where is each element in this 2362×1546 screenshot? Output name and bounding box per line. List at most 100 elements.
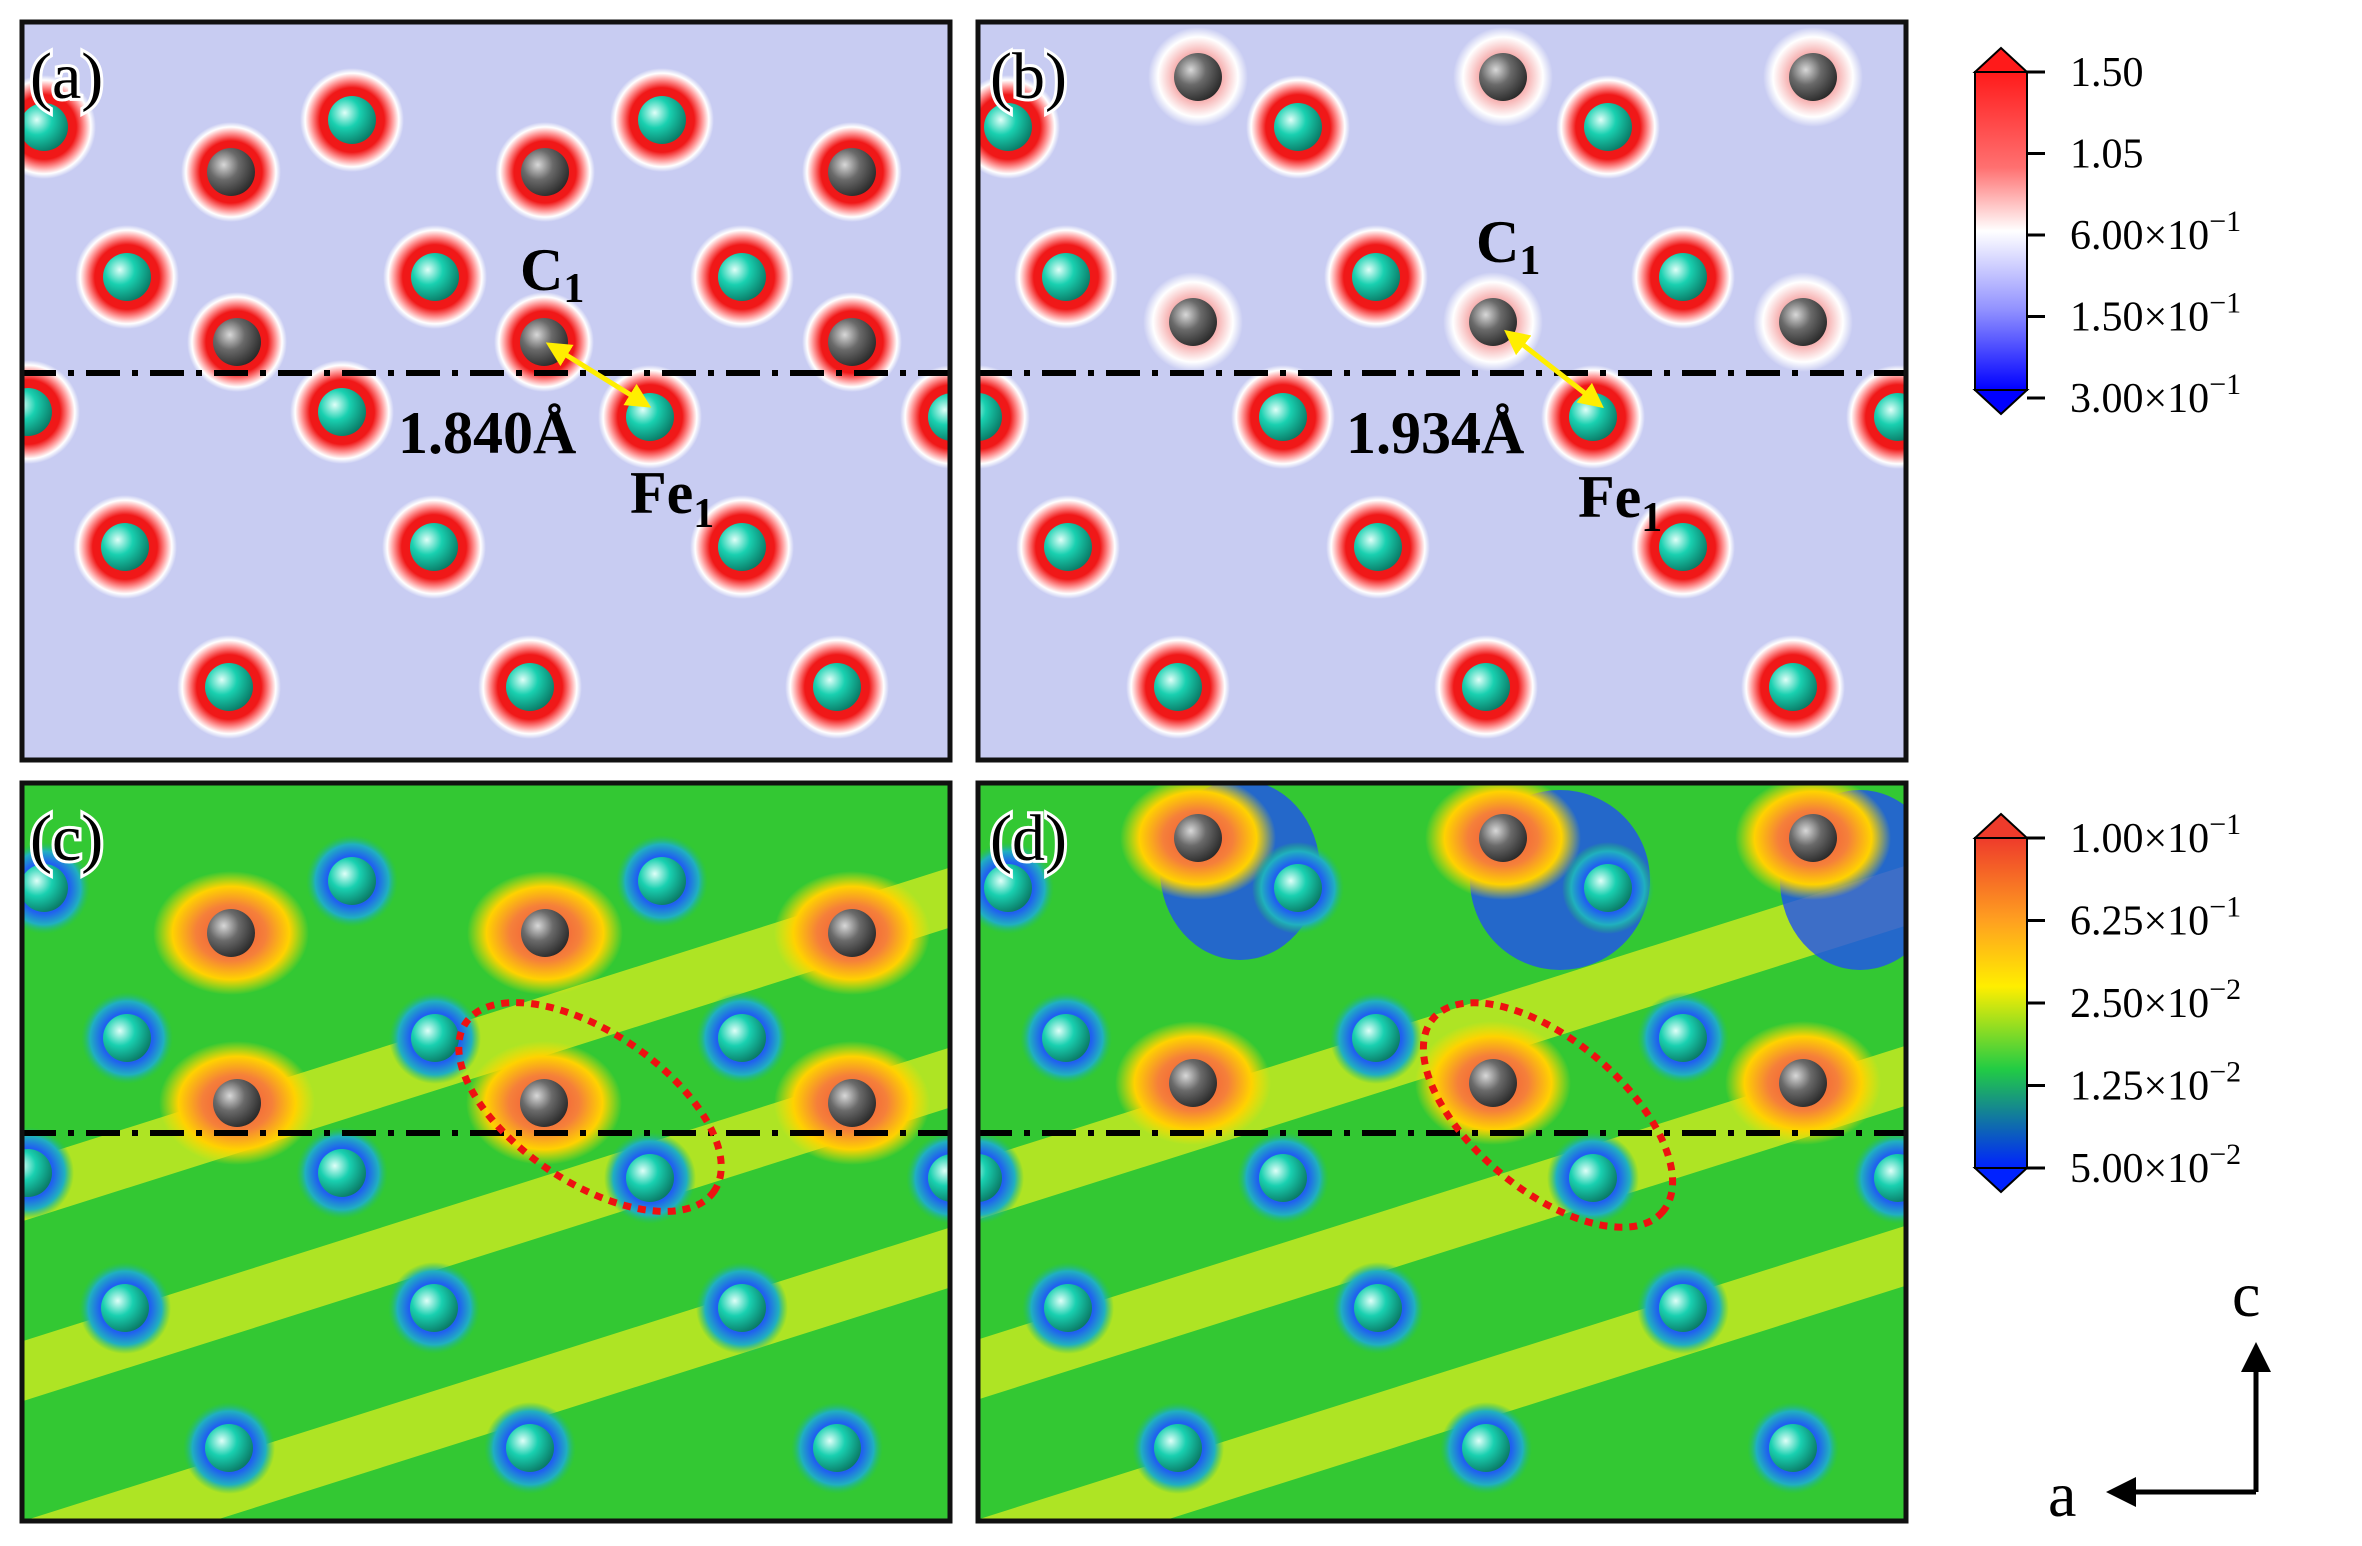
panel-b: (b) C1 1.934Å Fe1: [975, 19, 1909, 763]
c-atom: [521, 148, 569, 196]
fe-atom: [318, 388, 366, 436]
panel-d-frame: [975, 780, 1909, 1524]
fe-atom: [1042, 253, 1090, 301]
panel-b-fe1-subscript: 1: [1641, 495, 1662, 541]
colorbar-tick-mantissa: 5.00×10: [2070, 1146, 2209, 1192]
colorbar-bottom-bar: [1974, 837, 2028, 1169]
fe-atom: [984, 864, 1032, 912]
fe-atom: [978, 1154, 1002, 1202]
fe-atom: [1584, 864, 1632, 912]
colorbar-top-bar: [1974, 71, 2028, 391]
c-atom: [1169, 1059, 1217, 1107]
panel-b-c1-symbol: C: [1476, 209, 1519, 275]
fe-atom: [101, 1284, 149, 1332]
panel-b-background: [978, 22, 1906, 760]
fe-atom: [1874, 1154, 1906, 1202]
panel-a-fe1-label: Fe1: [630, 460, 714, 537]
fe-atom: [22, 103, 68, 151]
c-atom: [1789, 53, 1837, 101]
panel-b-c1-label: C1: [1476, 209, 1540, 284]
colorbar-tick-label: 1.05: [2070, 132, 2144, 178]
fe-atom: [22, 864, 68, 912]
fe-atom: [411, 1014, 459, 1062]
panel-a-background: [22, 22, 950, 760]
colorbar-tick-label: 1.50: [2070, 50, 2144, 96]
fe-atom: [1584, 103, 1632, 151]
fe-atom: [101, 523, 149, 571]
c-atom: [1469, 298, 1517, 346]
c-atom: [828, 318, 876, 366]
colorbar-tick-mantissa: 1.50×10: [2070, 295, 2209, 341]
fe-atom: [1274, 864, 1322, 912]
fe-atom: [1154, 1424, 1202, 1472]
c-atom: [1479, 814, 1527, 862]
panel-d-highlight-ellipse: [1419, 999, 1677, 1231]
panel-b-c1-subscript: 1: [1519, 238, 1540, 284]
c-atom: [1779, 1059, 1827, 1107]
fe-atom: [1874, 393, 1906, 441]
panel-b-frame: [975, 19, 1909, 763]
fe-atom: [328, 96, 376, 144]
c-atom: [520, 1079, 568, 1127]
colorbar-tick-label: 6.00×10−1: [2070, 205, 2241, 259]
panel-a-c1-label: C1: [520, 237, 584, 312]
panel-b-distance: 1.934Å: [1346, 400, 1524, 466]
fe-atom: [22, 1149, 52, 1197]
panel-a-c1-subscript: 1: [563, 266, 584, 312]
axis-a-label: a: [2048, 1459, 2076, 1530]
fe-atom: [813, 663, 861, 711]
colorbar-tick-mantissa: 1.00×10: [2070, 816, 2209, 862]
colorbar-tick-exponent: −2: [2209, 973, 2241, 1006]
colorbar-bottom-ticks: 1.00×10−16.25×10−12.50×10−21.25×10−25.00…: [2027, 808, 2241, 1192]
fe-atom: [103, 1014, 151, 1062]
colorbar-tick-exponent: −1: [2209, 891, 2241, 924]
axis-c-label: c: [2232, 1259, 2260, 1330]
c-atom: [1479, 53, 1527, 101]
fe-atom: [410, 523, 458, 571]
fe-atom: [1462, 663, 1510, 711]
fe-atom: [1769, 663, 1817, 711]
fe-atom: [1659, 253, 1707, 301]
c-atom: [213, 1079, 261, 1127]
fe-atom: [813, 1424, 861, 1472]
panel-c-atoms-spheres: [22, 857, 950, 1472]
panel-b-atoms-spheres: [978, 53, 1906, 711]
panel-b-label: (b): [990, 40, 1067, 113]
colorbar-top: 1.501.056.00×10−11.50×10−13.00×10−1: [1972, 46, 2241, 422]
colorbar-tick-label: 2.50×10−2: [2070, 973, 2241, 1027]
c-atom: [828, 148, 876, 196]
panel-c-frame: [19, 780, 953, 1524]
colorbar-tick-exponent: −1: [2209, 368, 2241, 401]
colorbar-tick-label: 5.00×10−2: [2070, 1138, 2241, 1192]
fe-atom: [1569, 1154, 1617, 1202]
colorbar-tick-mantissa: 1.50: [2070, 50, 2144, 96]
fe-atom: [1154, 663, 1202, 711]
fe-atom: [1352, 253, 1400, 301]
panel-b-atoms: [978, 27, 1906, 739]
colorbar-tick-label: 3.00×10−1: [2070, 368, 2241, 422]
fe-atom: [1354, 523, 1402, 571]
panel-a: (a) C1 1.840Å Fe1: [19, 19, 953, 763]
panel-d-atoms: [978, 783, 1906, 1494]
colorbar-bottom: 1.00×10−16.25×10−12.50×10−21.25×10−25.00…: [1972, 808, 2241, 1194]
fe-atom: [718, 253, 766, 301]
fe-atom: [978, 393, 1002, 441]
fe-halo: [900, 365, 950, 469]
panel-b-atoms-halos: [978, 27, 1906, 739]
fe-atom: [506, 663, 554, 711]
panel-b-bond-arrow: [1504, 329, 1604, 409]
c-atom: [1779, 298, 1827, 346]
fe-atom: [984, 103, 1032, 151]
colorbar-tick-exponent: −1: [2209, 205, 2241, 238]
panel-a-frame: [19, 19, 953, 763]
colorbar-tick-exponent: −1: [2209, 808, 2241, 841]
fe-atom: [318, 1149, 366, 1197]
fe-atom: [928, 393, 950, 441]
colorbar-bottom-max-cap: [1972, 812, 2030, 839]
c-atom: [1169, 298, 1217, 346]
c-atom: [520, 318, 568, 366]
fe-atom: [1044, 523, 1092, 571]
fe-atom: [638, 96, 686, 144]
fe-atom: [718, 523, 766, 571]
